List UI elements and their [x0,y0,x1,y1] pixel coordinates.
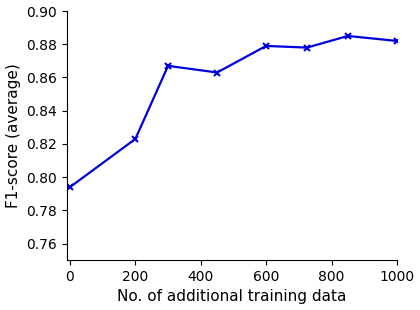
X-axis label: No. of additional training data: No. of additional training data [117,290,346,304]
Y-axis label: F1-score (average): F1-score (average) [5,63,21,208]
